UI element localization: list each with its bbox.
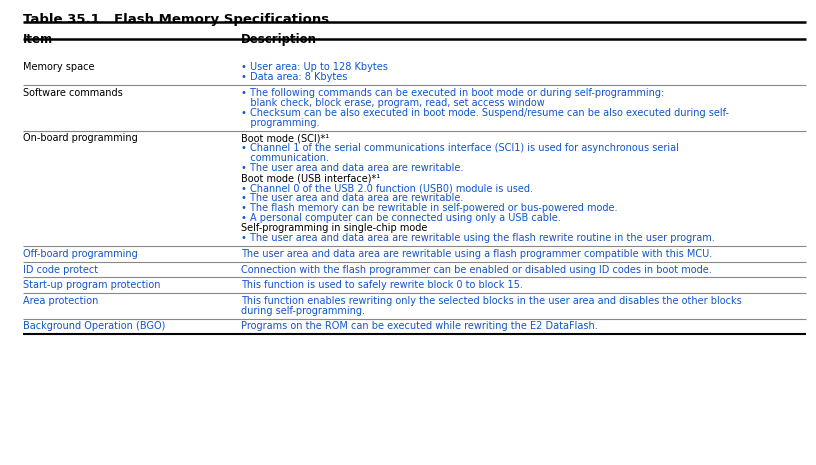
Text: Programs on the ROM can be executed while rewriting the E2 DataFlash.: Programs on the ROM can be executed whil… [241,321,597,332]
Text: • Channel 1 of the serial communications interface (SCI1) is used for asynchrono: • Channel 1 of the serial communications… [241,144,679,153]
Text: • The user area and data area are rewritable.: • The user area and data area are rewrit… [241,193,463,204]
Text: Connection with the flash programmer can be enabled or disabled using ID codes i: Connection with the flash programmer can… [241,265,712,275]
Text: communication.: communication. [241,153,329,164]
Text: Off-board programming: Off-board programming [23,249,138,259]
Text: • A personal computer can be connected using only a USB cable.: • A personal computer can be connected u… [241,213,561,224]
Text: Boot mode (SCI)*¹: Boot mode (SCI)*¹ [241,133,329,144]
Text: Start-up program protection: Start-up program protection [23,280,161,290]
Text: Boot mode (USB interface)*¹: Boot mode (USB interface)*¹ [241,173,379,184]
Text: This function enables rewriting only the selected blocks in the user area and di: This function enables rewriting only the… [241,296,742,306]
Text: • Checksum can be also executed in boot mode. Suspend/resume can be also execute: • Checksum can be also executed in boot … [241,108,729,118]
Text: This function is used to safely rewrite block 0 to block 15.: This function is used to safely rewrite … [241,280,522,290]
Text: • Data area: 8 Kbytes: • Data area: 8 Kbytes [241,73,347,82]
Text: Table 35.1: Table 35.1 [23,13,100,26]
Text: On-board programming: On-board programming [23,133,138,144]
Text: • Channel 0 of the USB 2.0 function (USB0) module is used.: • Channel 0 of the USB 2.0 function (USB… [241,184,533,193]
Text: Flash Memory Specifications: Flash Memory Specifications [114,13,330,26]
Text: ID code protect: ID code protect [23,265,98,275]
Text: • User area: Up to 128 Kbytes: • User area: Up to 128 Kbytes [241,62,388,73]
Text: • The user area and data area are rewritable using the flash rewrite routine in : • The user area and data area are rewrit… [241,233,715,244]
Text: Description: Description [241,33,317,46]
Text: Area protection: Area protection [23,296,98,306]
Text: during self-programming.: during self-programming. [241,306,365,316]
Text: Self-programming in single-chip mode: Self-programming in single-chip mode [241,224,427,233]
Text: • The following commands can be executed in boot mode or during self-programming: • The following commands can be executed… [241,88,664,98]
Text: • The flash memory can be rewritable in self-powered or bus-powered mode.: • The flash memory can be rewritable in … [241,204,617,213]
Text: Software commands: Software commands [23,88,122,98]
Text: programming.: programming. [241,118,319,128]
Text: Memory space: Memory space [23,62,95,73]
Text: The user area and data area are rewritable using a flash programmer compatible w: The user area and data area are rewritab… [241,249,712,259]
Text: blank check, block erase, program, read, set access window: blank check, block erase, program, read,… [241,98,544,108]
Text: • The user area and data area are rewritable.: • The user area and data area are rewrit… [241,164,463,173]
Text: Background Operation (BGO): Background Operation (BGO) [23,321,165,332]
Text: Item: Item [23,33,53,46]
